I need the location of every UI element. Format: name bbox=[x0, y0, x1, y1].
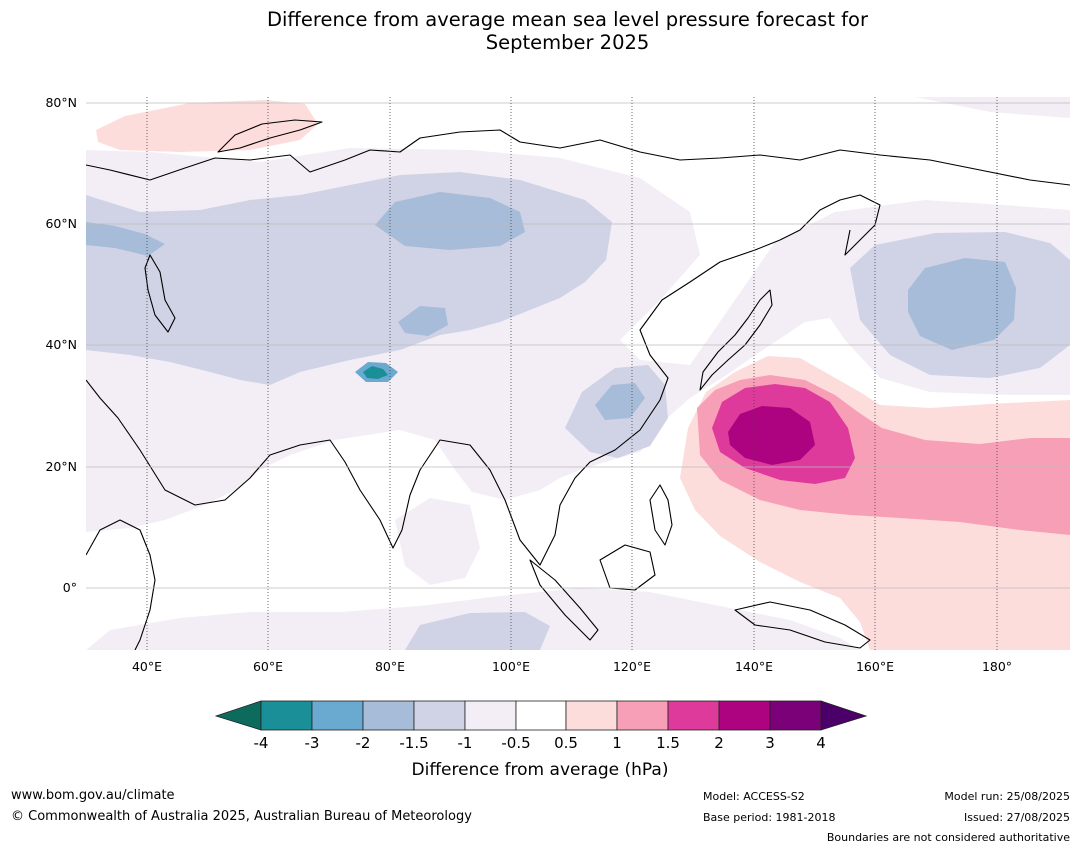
map-title: Difference from average mean sea level p… bbox=[267, 8, 868, 54]
colorbar-tick-plus2: 2 bbox=[714, 734, 724, 752]
contour-minus1-minus0p5-corner bbox=[915, 97, 1070, 118]
coastline-east-africa bbox=[86, 519, 156, 650]
contour-minus4-himalaya bbox=[363, 366, 388, 379]
colorbar-bin-10 bbox=[718, 700, 771, 731]
lon-label-180: 180° bbox=[982, 659, 1012, 674]
lat-label-20n: 20°N bbox=[45, 459, 77, 474]
lon-label-100e: 100°E bbox=[492, 659, 530, 674]
coastline-arctic bbox=[86, 129, 1070, 186]
contour-minus2-minus1p5-siberia bbox=[375, 192, 525, 250]
lon-label-40e: 40°E bbox=[132, 659, 162, 674]
colorbar-bin-1 bbox=[260, 700, 313, 731]
lat-label-40n: 40°N bbox=[45, 337, 77, 352]
colorbar-tick-plus0p5: 0.5 bbox=[554, 734, 578, 752]
coastlines bbox=[86, 119, 1070, 650]
footer-issued: Issued: 27/08/2025 bbox=[963, 811, 1070, 824]
colorbar-tick-plus1p5: 1.5 bbox=[656, 734, 680, 752]
pressure-anomaly-contours bbox=[86, 97, 1070, 650]
lat-label-equator: 0° bbox=[63, 580, 77, 595]
coastline-arabia-india bbox=[86, 239, 781, 566]
coastline-philippines bbox=[649, 484, 673, 546]
colorbar-bin-4 bbox=[413, 700, 466, 731]
colorbar-tick-plus4: 4 bbox=[816, 734, 826, 752]
colorbar-tick-minus1: -1 bbox=[458, 734, 473, 752]
contour-plus0p5-arctic bbox=[96, 100, 318, 152]
lon-label-80e: 80°E bbox=[375, 659, 405, 674]
footer-copyright: © Commonwealth of Australia 2025, Austra… bbox=[11, 809, 472, 824]
colorbar-bin-3 bbox=[362, 700, 415, 731]
colorbar-tick-minus2: -2 bbox=[356, 734, 371, 752]
colorbar-tick-plus1: 1 bbox=[612, 734, 622, 752]
graticule bbox=[86, 97, 1070, 650]
colorbar-tick-minus3: -3 bbox=[305, 734, 320, 752]
lon-label-120e: 120°E bbox=[613, 659, 651, 674]
colorbar-tick-minus1p5: -1.5 bbox=[399, 734, 428, 752]
footer-disclaimer: Boundaries are not considered authoritat… bbox=[826, 831, 1070, 844]
contour-plus2-pacific bbox=[728, 406, 815, 465]
colorbar-tick-plus3: 3 bbox=[765, 734, 775, 752]
coastline-kamchatka bbox=[779, 194, 881, 256]
contour-minus1p5-minus1-indian-ocean bbox=[405, 612, 550, 650]
longitude-labels: 40°E 60°E 80°E 100°E 120°E 140°E 160°E 1… bbox=[132, 659, 1012, 674]
lon-label-140e: 140°E bbox=[735, 659, 773, 674]
coastline-sumatra bbox=[529, 559, 599, 641]
coastline-new-guinea bbox=[734, 601, 871, 649]
coastline-caspian bbox=[144, 254, 176, 333]
colorbar-extend-high bbox=[820, 700, 868, 731]
coastline-novaya-zemlya bbox=[217, 119, 323, 153]
contour-minus2-minus1p5-west bbox=[86, 222, 165, 256]
contour-minus2-minus1p5-plateau bbox=[398, 306, 448, 336]
colorbar-bin-9 bbox=[667, 700, 720, 731]
colorbar-bin-5 bbox=[464, 700, 517, 731]
map-panel bbox=[86, 97, 1070, 650]
colorbar-bin-7 bbox=[565, 700, 618, 731]
colorbar-title: Difference from average (hPa) bbox=[412, 760, 669, 780]
colorbar-tick-minus4: -4 bbox=[254, 734, 269, 752]
colorbar-tick-minus0p5: -0.5 bbox=[501, 734, 530, 752]
footer-website: www.bom.gov.au/climate bbox=[11, 788, 175, 803]
colorbar: -4 -3 -2 -1.5 -1 -0.5 0.5 1 1.5 2 3 4 Di… bbox=[214, 700, 868, 780]
colorbar-bin-11 bbox=[769, 700, 822, 731]
lon-label-60e: 60°E bbox=[253, 659, 283, 674]
footer-model-run: Model run: 25/08/2025 bbox=[944, 790, 1070, 803]
contour-minus2-minus1p5-china bbox=[595, 383, 645, 420]
colorbar-bin-6 bbox=[515, 700, 567, 731]
footer-model: Model: ACCESS-S2 bbox=[703, 790, 805, 803]
colorbar-bin-8 bbox=[616, 700, 669, 731]
lat-label-80n: 80°N bbox=[45, 95, 77, 110]
contour-minus1-minus0p5-south bbox=[395, 498, 480, 585]
lon-label-160e: 160°E bbox=[856, 659, 894, 674]
footer-base-period: Base period: 1981-2018 bbox=[703, 811, 836, 824]
coastline-japan bbox=[699, 289, 773, 391]
lat-label-60n: 60°N bbox=[45, 216, 77, 231]
contour-minus2-minus1p5-pacific bbox=[908, 258, 1016, 350]
colorbar-extend-low bbox=[214, 700, 262, 731]
colorbar-bin-2 bbox=[311, 700, 364, 731]
latitude-labels: 80°N 60°N 40°N 20°N 0° bbox=[45, 95, 77, 595]
